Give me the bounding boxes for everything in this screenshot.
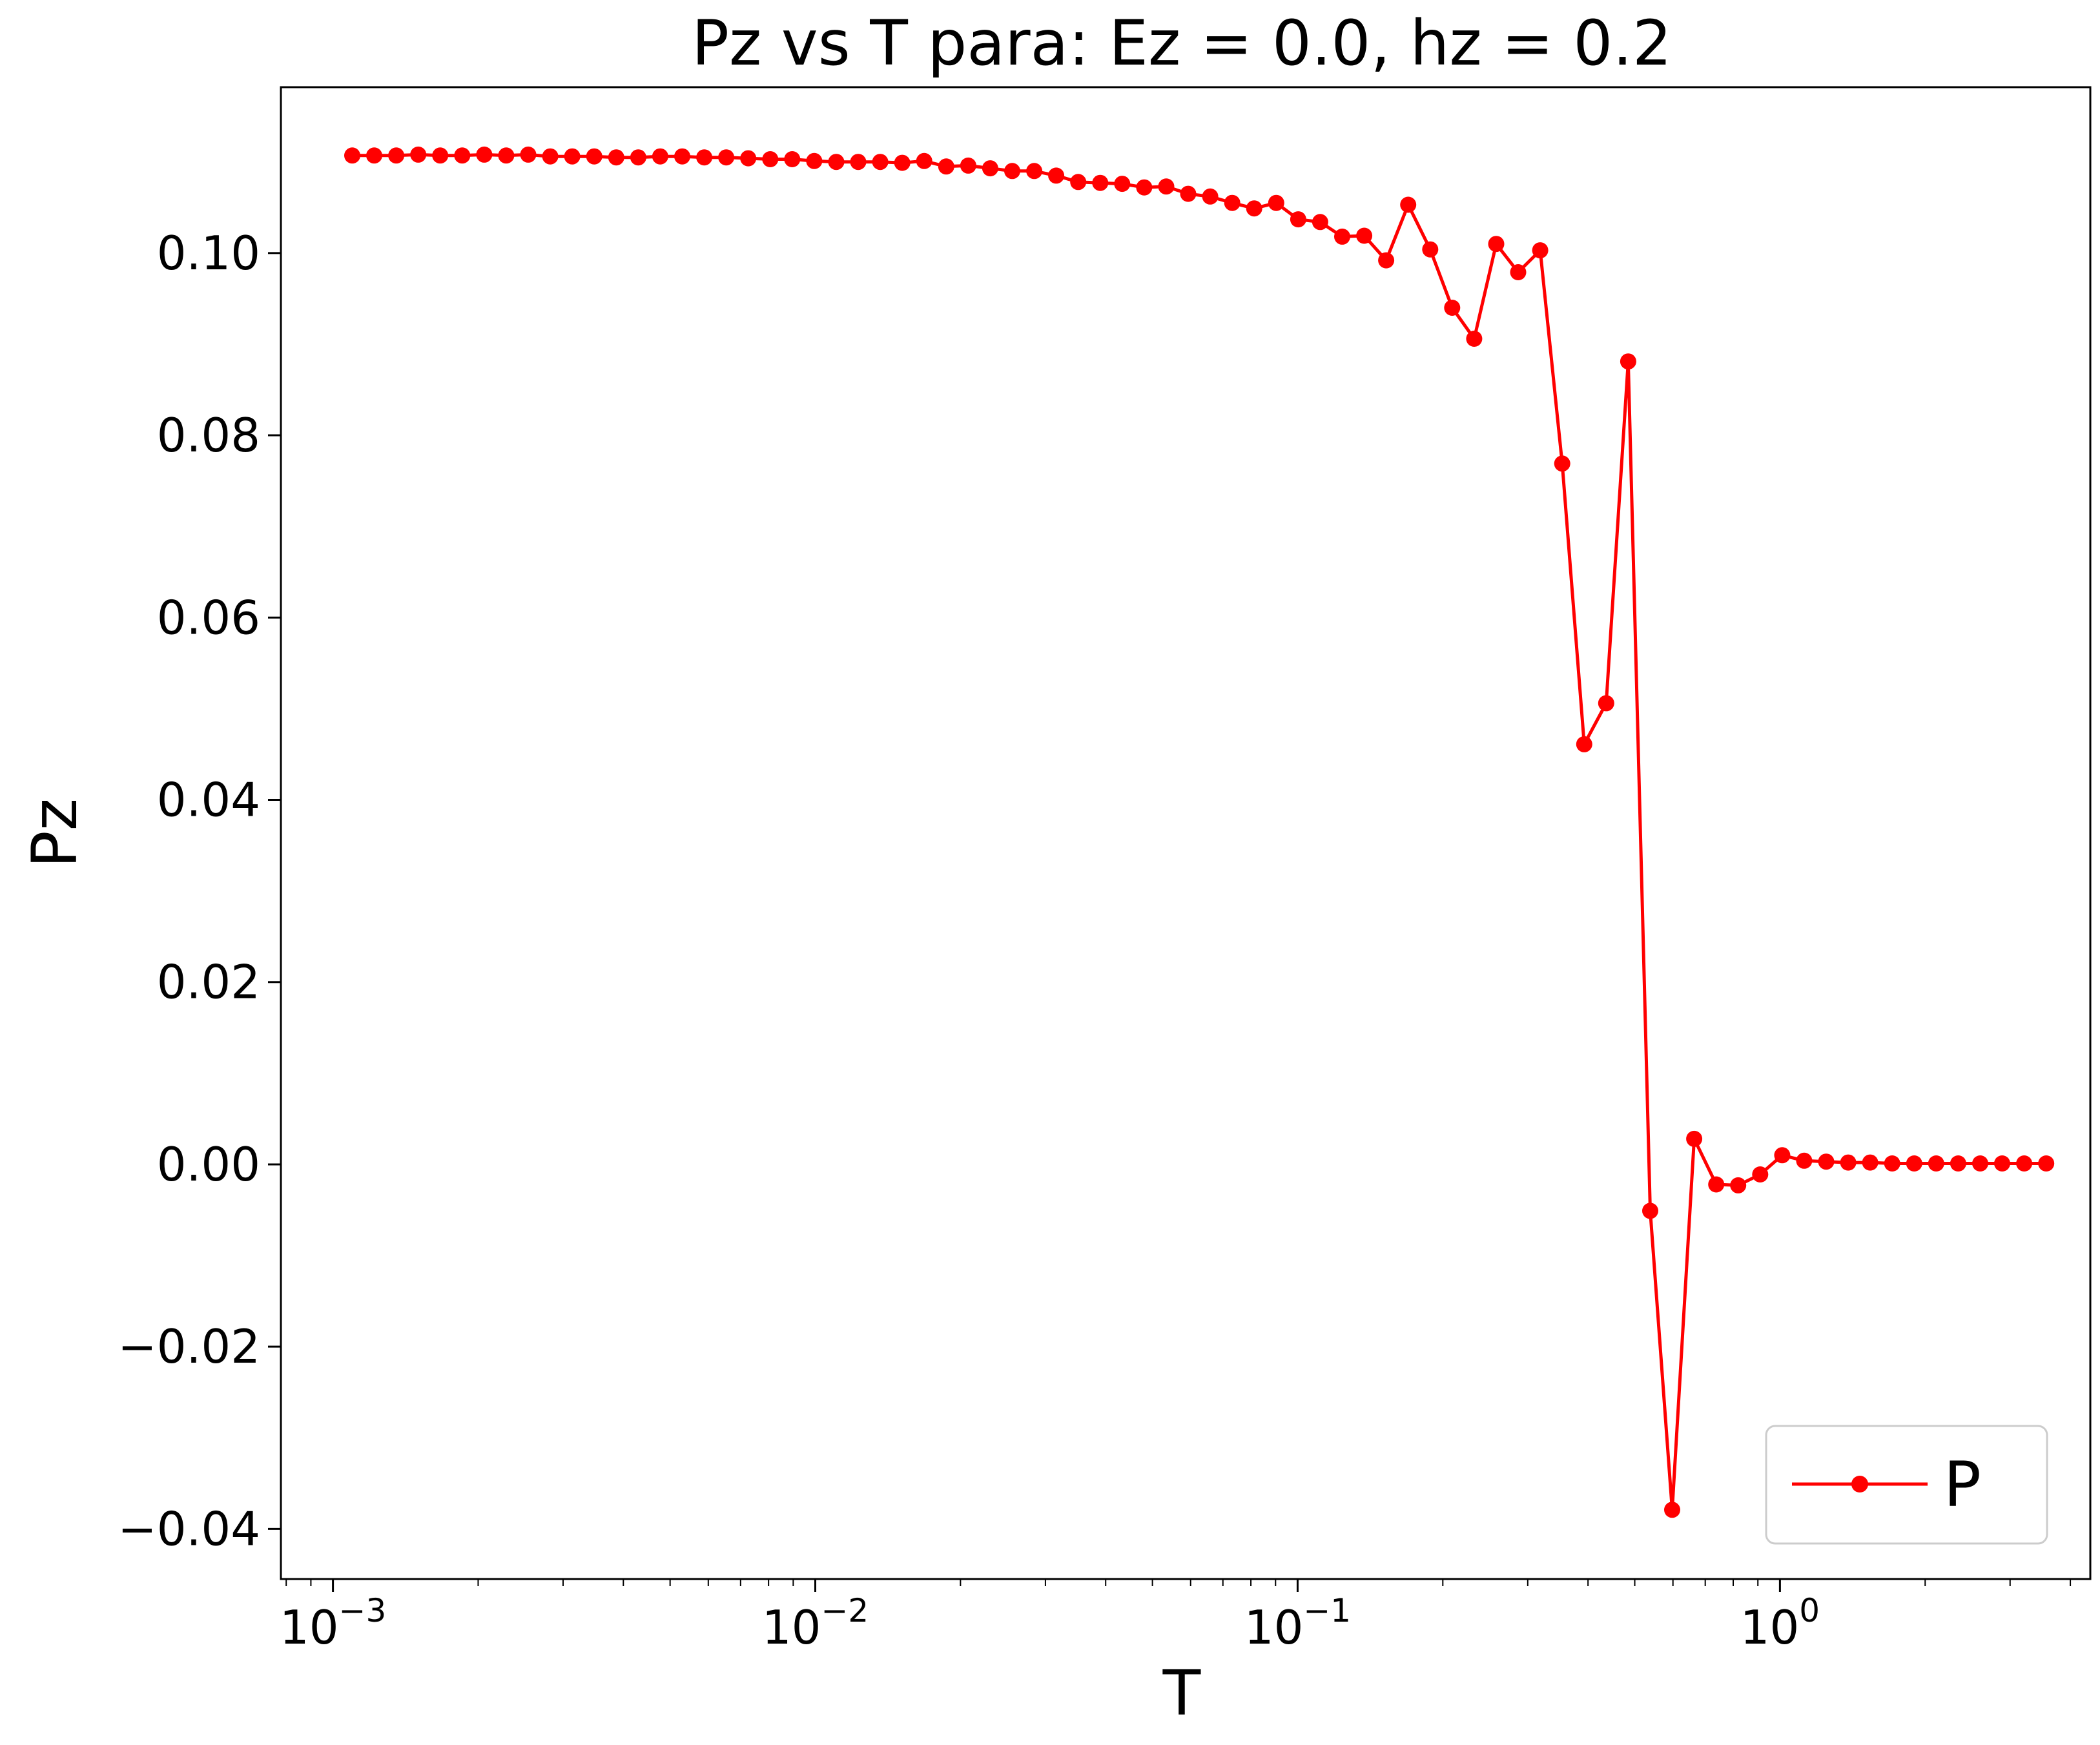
data-point [1928,1155,1944,1172]
data-point [608,149,624,166]
data-point [1290,211,1306,228]
data-point [1708,1176,1725,1193]
y-tick-label: 0.02 [157,955,260,1009]
x-axis-label: T [1162,1657,1201,1730]
data-point [1422,241,1439,258]
data-point [1950,1155,1966,1172]
data-point [762,151,779,167]
data-point [652,148,668,165]
data-point [1004,163,1020,180]
data-point [344,147,360,164]
data-point [1576,736,1592,752]
data-point [872,154,889,170]
x-tick-label: 10−3 [280,1592,386,1655]
data-point [1136,179,1153,196]
data-point [1642,1203,1658,1219]
data-point [1334,228,1350,245]
data-point [1620,353,1636,370]
data-point [1114,176,1131,192]
data-point [388,147,405,164]
data-point [1180,185,1197,202]
data-point [960,157,976,174]
data-point [740,150,757,167]
data-point [454,147,471,164]
data-point [674,148,690,165]
data-point [696,149,713,166]
y-axis-label: Pz [19,798,91,868]
data-point [1510,264,1527,280]
data-point [630,149,646,166]
data-point [1972,1155,1988,1172]
data-point [718,149,735,166]
data-point [1730,1177,1747,1193]
data-point [1268,194,1284,211]
y-tick-label: −0.04 [118,1502,260,1556]
data-point [938,158,954,175]
data-point [586,148,602,165]
data-point [520,146,537,163]
data-point [1862,1154,1879,1171]
data-point [1994,1155,2010,1172]
data-point [1840,1154,1857,1171]
data-point [1312,214,1328,231]
data-point [564,148,581,165]
data-point [2038,1155,2055,1172]
legend-entry-label: P [1944,1449,1981,1521]
data-point [1070,174,1087,191]
data-point [1796,1152,1813,1169]
data-point [1246,200,1262,217]
data-point [1664,1502,1680,1518]
y-tick-label: 0.00 [157,1137,260,1192]
data-point [2016,1155,2033,1172]
data-point [1356,227,1373,244]
y-tick-label: 0.10 [157,226,260,280]
y-tick-label: −0.02 [118,1319,260,1374]
data-point [784,151,801,167]
data-point [1048,167,1065,184]
legend-marker-swatch [1851,1476,1868,1492]
y-tick-label: 0.06 [157,590,260,645]
x-tick-label: 10−2 [762,1592,869,1655]
data-point [1598,695,1614,712]
data-point [498,147,515,164]
y-tick-label: 0.04 [157,772,260,827]
data-point [1818,1153,1835,1170]
y-tick-label: 0.08 [157,408,260,462]
data-point [1686,1130,1703,1147]
data-point [542,148,559,165]
data-point [1774,1147,1791,1164]
data-point [366,147,382,164]
data-point [1202,188,1219,205]
data-point [1554,455,1570,472]
data-point [1466,331,1483,347]
data-point [1532,242,1549,259]
data-point [806,152,823,169]
data-point [476,146,493,163]
data-point [1906,1155,1922,1172]
data-point [850,154,867,170]
data-point [1158,178,1175,195]
data-point [1444,300,1461,316]
data-point [982,160,998,177]
data-point [432,147,449,164]
data-point [1026,163,1043,180]
data-point [1488,236,1505,253]
x-tick-label: 100 [1740,1592,1820,1655]
data-point [894,154,911,171]
plot-frame [280,86,2092,1580]
data-point [1378,252,1395,269]
data-point [1400,196,1417,213]
legend: P [1765,1425,2048,1545]
x-tick-label: 10−1 [1244,1592,1351,1655]
chart-title: Pz vs T para: Ez = 0.0, hz = 0.2 [692,7,1672,79]
data-point [1224,194,1240,211]
data-point [410,146,427,163]
data-point [916,152,932,169]
data-point [1752,1166,1769,1182]
data-point [828,154,845,170]
data-point [1884,1155,1900,1172]
data-point [1092,174,1109,191]
